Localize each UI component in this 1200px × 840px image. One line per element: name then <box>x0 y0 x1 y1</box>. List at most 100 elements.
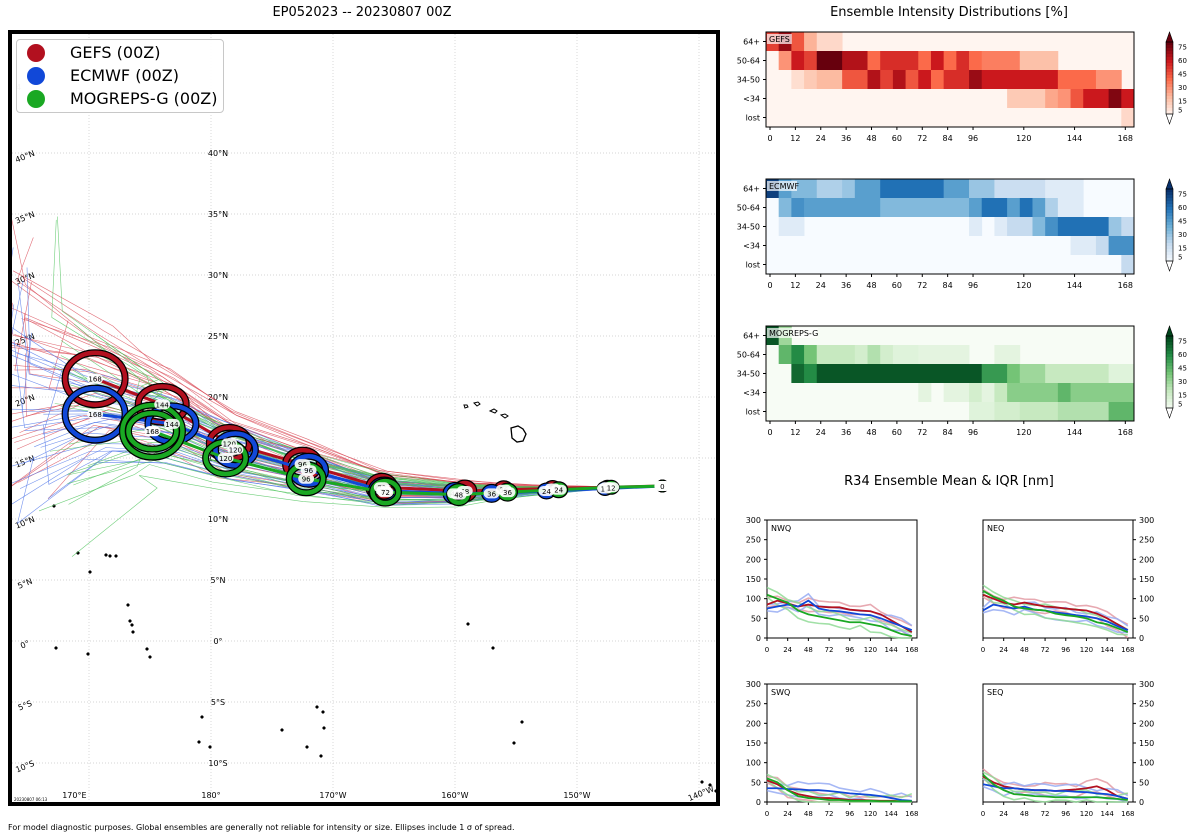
legend-label: MOGREPS-G (00Z) <box>70 89 218 108</box>
heatmap-cell <box>1095 70 1122 89</box>
small-island <box>208 745 212 749</box>
big-island-hawaii <box>510 425 527 443</box>
colorbar-segment <box>1166 93 1173 97</box>
r34-x-tick-label: 48 <box>1020 646 1029 654</box>
colorbar-segment <box>1166 195 1173 199</box>
heatmap-cell <box>956 51 970 70</box>
heatmap-cell <box>791 32 805 51</box>
heatmap-cell <box>1083 89 1110 108</box>
colorbar: 515 30 45 60 75 <box>1165 325 1187 419</box>
small-island <box>708 783 712 787</box>
heatmap-cell <box>1007 89 1046 108</box>
colorbar-tick-label: 30 <box>1178 378 1187 386</box>
small-island <box>321 710 325 714</box>
heatmap-cell <box>1007 217 1033 236</box>
heatmap-cell <box>778 217 805 236</box>
small-island <box>104 553 108 557</box>
lat-label-inner: 40°N <box>208 149 228 158</box>
heatmap-panel-name: MOGREPS-G <box>769 329 818 338</box>
colorbar-segment <box>1166 102 1173 106</box>
heatmap-x-tick-label: 0 <box>767 134 772 143</box>
colorbar-tick-label: 45 <box>1178 71 1187 79</box>
heatmap-cell <box>1057 217 1110 236</box>
heatmap-cell <box>1045 198 1059 217</box>
heatmap-cell <box>804 32 818 51</box>
hour-label-bg <box>550 484 567 495</box>
heatmap-cell <box>994 179 1046 198</box>
r34-iqr-line <box>766 780 913 798</box>
heatmap-cell <box>1108 89 1122 108</box>
heatmap-cell <box>1045 364 1110 383</box>
legend-label: ECMWF (00Z) <box>70 66 179 85</box>
hour-label: 120 <box>219 455 232 463</box>
r34-panel-neq: 0 50 100 150 200 250 300 0 24 48 72 96 120 144 168 NEQ <box>981 516 1155 654</box>
heatmap-panel-gefs: GEFS 64+ 50-64 34-50 <34 lost 0 12 24 36 48 60 72 84 9… <box>737 31 1187 143</box>
small-island <box>315 705 319 709</box>
colorbar-frame <box>1165 188 1174 262</box>
heatmap-cell <box>943 383 970 402</box>
lon-label: 180° <box>201 791 220 800</box>
heatmap-cell <box>880 51 919 70</box>
colorbar-frame <box>1165 335 1174 409</box>
heatmap-cell <box>981 70 1059 89</box>
member-track <box>12 329 663 489</box>
r34-y-tick-label: 50 <box>751 614 761 623</box>
lon-label: 150°W <box>563 791 590 800</box>
heatmap-cell <box>930 51 945 70</box>
spread-ellipse <box>126 410 179 452</box>
small-island <box>197 740 201 744</box>
colorbar-segment <box>1166 63 1173 67</box>
r34-x-tick-label: 144 <box>884 646 898 654</box>
heatmap-cell <box>791 179 818 198</box>
colorbar-tick-label: 5 <box>1178 107 1182 115</box>
heatmap-cell <box>1007 383 1059 402</box>
heatmap-x-tick-label: 0 <box>767 428 772 437</box>
heatmap-cell <box>1045 89 1059 108</box>
r34-x-tick-label: 168 <box>1121 646 1134 654</box>
heatmap-cell <box>969 198 983 217</box>
heatmap-cell <box>1019 51 1059 70</box>
colorbar-segment <box>1166 360 1173 364</box>
heatmap-cell <box>804 364 818 383</box>
r34-x-tick-label: 168 <box>1121 810 1134 818</box>
colorbar-tick-label: 75 <box>1178 338 1187 346</box>
hour-label: 168 <box>88 376 101 384</box>
small-island <box>305 745 309 749</box>
small-island <box>108 554 112 558</box>
r34-frame <box>766 683 918 803</box>
heatmap-cell <box>791 345 805 364</box>
r34-y-tick-label: 100 <box>746 759 761 768</box>
heatmap-cell <box>842 70 868 89</box>
heatmap-x-tick-label: 96 <box>968 134 978 143</box>
heatmap-cell <box>842 51 868 70</box>
colorbar-tick-label: 75 <box>1178 44 1187 52</box>
heatmap-cell <box>1121 217 1135 236</box>
colorbar-min-arrow <box>1165 113 1174 125</box>
r34-mean-line <box>767 787 912 802</box>
heatmap-cell <box>778 198 792 217</box>
heatmap-x-tick-label: 36 <box>841 428 851 437</box>
hour-label-bg <box>163 418 180 429</box>
island-molokai <box>499 413 509 419</box>
colorbar-segment <box>1166 240 1173 244</box>
r34-y-tick-label: 100 <box>1139 595 1154 604</box>
hour-label-bg <box>144 426 161 437</box>
colorbar-segment <box>1166 255 1173 259</box>
heatmap-cell <box>943 179 970 198</box>
heatmap-x-tick-label: 84 <box>943 428 953 437</box>
small-island <box>280 728 284 732</box>
legend-label: GEFS (00Z) <box>70 43 161 62</box>
r34-quadrant-label: SWQ <box>771 688 790 697</box>
small-island <box>700 780 704 784</box>
colorbar-segment <box>1166 336 1173 340</box>
hour-label: 96 <box>304 467 313 475</box>
heatmap-x-tick-label: 48 <box>866 281 876 290</box>
hour-label: 168 <box>146 428 159 436</box>
lat-label-edge: 5°N <box>16 577 33 591</box>
r34-frame <box>982 519 1134 639</box>
island-kauai <box>463 404 469 409</box>
heatmap-cell <box>816 345 856 364</box>
hour-label: 24 <box>542 488 551 496</box>
heatmap-x-tick-label: 120 <box>1016 281 1031 290</box>
lon-label: 170°E <box>62 791 86 800</box>
